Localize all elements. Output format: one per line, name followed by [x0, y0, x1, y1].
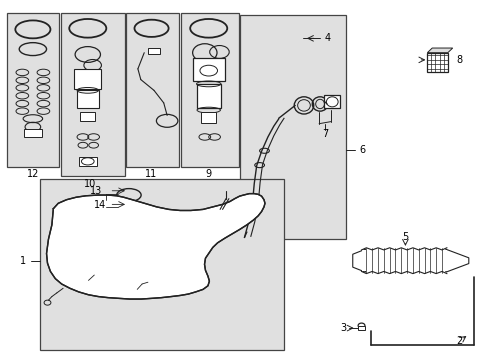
Bar — [361, 250, 446, 271]
Bar — [6, 13, 59, 167]
Text: 1: 1 — [20, 256, 26, 266]
Bar — [79, 157, 96, 166]
Bar — [81, 112, 95, 121]
Polygon shape — [266, 26, 311, 53]
Text: 7: 7 — [322, 130, 327, 139]
Bar — [427, 53, 447, 72]
Polygon shape — [445, 249, 468, 272]
Bar — [24, 129, 41, 137]
Text: 10: 10 — [84, 179, 96, 189]
Text: 2: 2 — [455, 336, 461, 346]
Bar — [61, 13, 124, 176]
Bar — [196, 84, 221, 108]
Text: 3: 3 — [340, 323, 346, 333]
Text: 12: 12 — [27, 169, 39, 179]
Bar — [40, 179, 283, 350]
Polygon shape — [427, 48, 452, 53]
Polygon shape — [352, 249, 365, 272]
Text: 14: 14 — [93, 200, 105, 210]
Text: 8: 8 — [456, 55, 462, 65]
Bar — [126, 13, 178, 167]
Text: 9: 9 — [205, 169, 211, 179]
Polygon shape — [46, 194, 264, 299]
Text: 11: 11 — [145, 169, 157, 179]
Bar — [181, 13, 238, 167]
Bar — [324, 95, 339, 108]
Bar — [74, 69, 101, 89]
Bar — [239, 15, 345, 239]
Bar — [147, 48, 160, 54]
Text: 5: 5 — [402, 232, 407, 242]
Text: 6: 6 — [359, 144, 365, 154]
Bar — [193, 58, 224, 81]
Text: 13: 13 — [89, 186, 102, 197]
Text: 4: 4 — [324, 33, 330, 43]
Bar — [357, 326, 365, 330]
Bar — [201, 112, 216, 123]
Bar — [77, 90, 98, 108]
